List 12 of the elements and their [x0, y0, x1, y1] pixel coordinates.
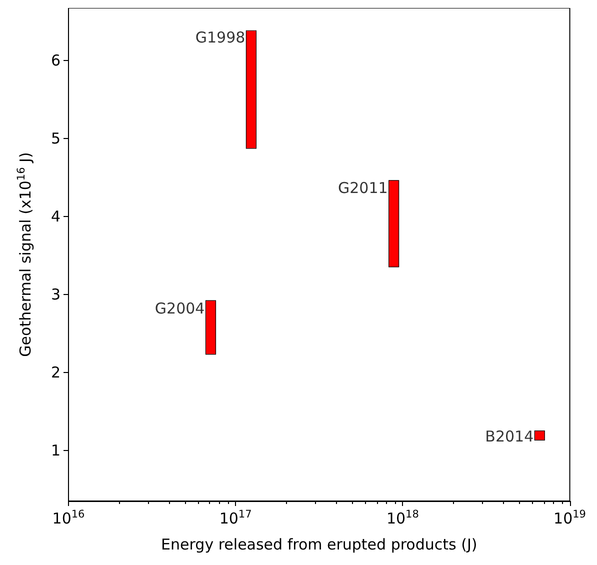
y-tick-label: 2 [50, 363, 60, 382]
annotation: G2004 [154, 299, 205, 318]
y-tick-label: 4 [50, 207, 60, 226]
annotation: G1998 [195, 28, 246, 47]
annotation: G2011 [338, 179, 388, 198]
y-axis-title: Geothermal signal (x1016 J) [16, 152, 34, 357]
annotation: B2014 [485, 427, 534, 446]
y-tick-label: 6 [50, 51, 60, 70]
y-tick-label: 5 [50, 129, 60, 148]
x-axis-title: Energy released from erupted products (J) [161, 536, 478, 554]
y-tick-label: 1 [50, 441, 60, 460]
y-tick-label: 3 [50, 285, 60, 304]
